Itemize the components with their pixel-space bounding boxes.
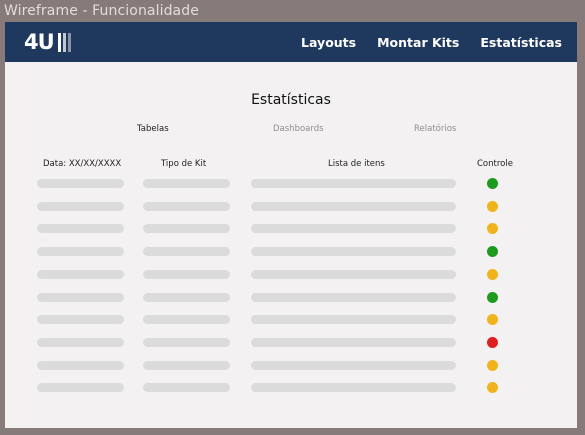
lista-placeholder bbox=[251, 360, 456, 370]
data-placeholder bbox=[37, 269, 124, 279]
status-dot-green[interactable] bbox=[487, 291, 498, 303]
tipo-placeholder bbox=[143, 247, 230, 257]
logo-text: 4U bbox=[24, 30, 55, 54]
tipo-placeholder bbox=[143, 360, 230, 370]
tipo-placeholder bbox=[143, 224, 230, 234]
tipo-placeholder bbox=[143, 292, 230, 302]
data-placeholder bbox=[37, 360, 124, 370]
lista-placeholder bbox=[251, 383, 456, 393]
tipo-placeholder bbox=[143, 337, 230, 347]
lista-placeholder bbox=[251, 201, 456, 211]
page-title: Estatísticas bbox=[251, 92, 331, 108]
table-row[interactable] bbox=[5, 268, 577, 280]
nav-links: Layouts Montar Kits Estatísticas bbox=[280, 22, 562, 62]
window-title: Wireframe - Funcionalidade bbox=[4, 3, 199, 19]
table-row[interactable] bbox=[5, 336, 577, 348]
status-dot-green[interactable] bbox=[487, 178, 498, 189]
nav-link-montar-kits[interactable]: Montar Kits bbox=[377, 34, 460, 50]
table-row[interactable] bbox=[5, 314, 577, 326]
status-dot-yellow[interactable] bbox=[487, 382, 498, 394]
status-dot-green[interactable] bbox=[487, 246, 498, 258]
table-row[interactable] bbox=[5, 382, 577, 394]
lista-placeholder bbox=[251, 269, 456, 279]
lista-placeholder bbox=[251, 337, 456, 347]
tab-tabelas[interactable]: Tabelas bbox=[137, 124, 169, 134]
data-placeholder bbox=[37, 383, 124, 393]
tipo-placeholder bbox=[143, 383, 230, 393]
nav-link-estatisticas[interactable]: Estatísticas bbox=[480, 34, 562, 50]
nav-link-layouts[interactable]: Layouts bbox=[301, 34, 357, 50]
tipo-placeholder bbox=[143, 315, 230, 325]
lista-placeholder bbox=[251, 224, 456, 234]
logo-bars bbox=[56, 32, 71, 52]
lista-placeholder bbox=[251, 247, 456, 257]
table-row[interactable] bbox=[5, 291, 577, 303]
logo-bar bbox=[57, 32, 61, 52]
status-dot-yellow[interactable] bbox=[487, 223, 498, 235]
tab-dashboards[interactable]: Dashboards bbox=[273, 124, 324, 134]
lista-placeholder bbox=[251, 292, 456, 302]
status-dot-yellow[interactable] bbox=[487, 314, 498, 326]
wireframe-frame: 4U Layouts Montar Kits Estatísticas Esta… bbox=[5, 22, 577, 428]
column-header-tipo-de-kit: Tipo de Kit bbox=[161, 159, 207, 169]
data-placeholder bbox=[37, 292, 124, 302]
lista-placeholder bbox=[251, 315, 456, 325]
navbar: 4U Layouts Montar Kits Estatísticas bbox=[5, 22, 577, 62]
tipo-placeholder bbox=[143, 269, 230, 279]
column-header-data: Data: XX/XX/XXXX bbox=[43, 159, 122, 169]
logo-bar bbox=[67, 32, 71, 52]
status-dot-yellow[interactable] bbox=[487, 268, 498, 280]
column-header-lista-de-itens: Lista de itens bbox=[328, 159, 385, 169]
data-placeholder bbox=[37, 337, 124, 347]
table-row[interactable] bbox=[5, 246, 577, 258]
status-dot-red[interactable] bbox=[487, 336, 498, 348]
logo-bar bbox=[62, 32, 66, 52]
column-header-controle: Controle bbox=[477, 159, 513, 169]
data-placeholder bbox=[37, 179, 124, 188]
data-placeholder bbox=[37, 201, 124, 211]
table-row[interactable] bbox=[5, 223, 577, 235]
lista-placeholder bbox=[251, 179, 456, 188]
tipo-placeholder bbox=[143, 179, 230, 188]
tipo-placeholder bbox=[143, 201, 230, 211]
status-dot-yellow[interactable] bbox=[487, 200, 498, 212]
data-placeholder bbox=[37, 315, 124, 325]
status-dot-yellow[interactable] bbox=[487, 359, 498, 371]
table-row[interactable] bbox=[5, 178, 577, 189]
logo[interactable]: 4U bbox=[24, 30, 71, 54]
data-placeholder bbox=[37, 224, 124, 234]
tab-relatorios[interactable]: Relatórios bbox=[414, 124, 457, 134]
table-row[interactable] bbox=[5, 200, 577, 212]
table-row[interactable] bbox=[5, 359, 577, 371]
data-placeholder bbox=[37, 247, 124, 257]
